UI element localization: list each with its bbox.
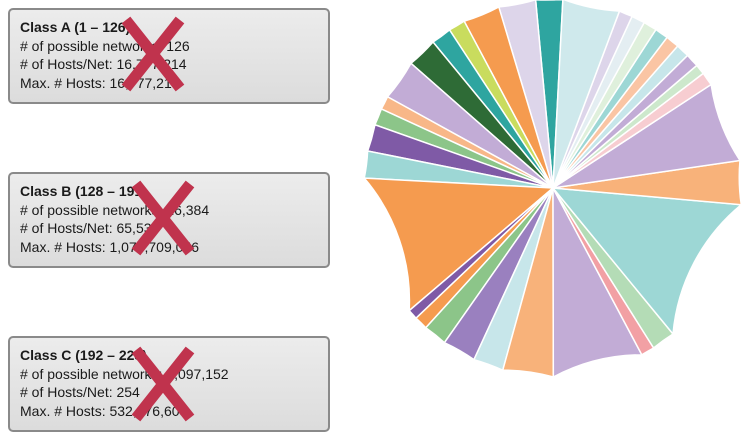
pie-slice-19 [552, 187, 644, 379]
class-b-hosts-per-net: # of Hosts/Net: 65,534 [20, 220, 160, 236]
class-b-networks: # of possible networks: 16,384 [20, 201, 210, 218]
class-a-max-hosts: Max. # Hosts: 16,777,214 [20, 74, 180, 91]
pie-slice-1 [534, 0, 564, 189]
class-a-title: Class A (1 – 126) [20, 19, 131, 35]
class-c-box: Class C (192 – 223) # of possible networ… [8, 336, 330, 432]
pie-slice-12 [362, 177, 555, 313]
class-c-hosts-per-net: # of Hosts/Net: 254 [20, 384, 140, 400]
class-b-title: Class B (128 – 191) [20, 183, 147, 199]
class-b-max-hosts: Max. # Hosts: 1,073,709,056 [20, 238, 199, 255]
class-b-box: Class B (128 – 191) # of possible networ… [8, 172, 330, 268]
pie-slice-34 [552, 0, 621, 189]
class-c-max-hosts: Max. # Hosts: 532,676,608 [20, 402, 188, 419]
class-a-hosts-per-net: # of Hosts/Net: 16,777,214 [20, 56, 187, 72]
class-a-networks: # of possible networks: 126 [20, 37, 190, 54]
pie-slice-22 [551, 187, 744, 336]
class-c-title: Class C (192 – 223) [20, 347, 147, 363]
class-c-networks: # of possible networks: 2,097,152 [20, 365, 229, 382]
address-space-pie-chart [361, 0, 744, 380]
class-a-box: Class A (1 – 126) # of possible networks… [8, 8, 330, 104]
